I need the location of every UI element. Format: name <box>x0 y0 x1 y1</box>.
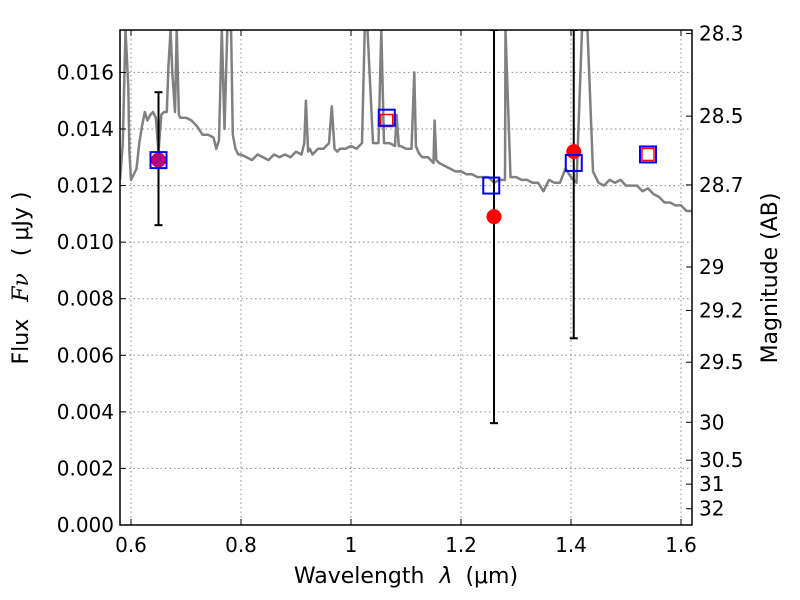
observed-flux-marker <box>566 144 582 160</box>
model-photometry-marker <box>482 176 501 195</box>
magnitude-tick-label: 28.3 <box>699 21 744 45</box>
x-tick-label: 0.8 <box>225 533 257 557</box>
x-axis-ticks: 0.6 0.8 1 1.2 1.4 1.6 <box>115 30 697 557</box>
magnitude-tick-label: 28.7 <box>699 173 744 197</box>
y-axis-title-text: Flux <box>9 319 34 365</box>
observed-flux-marker <box>486 209 502 225</box>
model-photometry-marker <box>149 151 168 170</box>
x-axis-title-unit: (μm) <box>465 564 518 589</box>
y-tick-label: 0.016 <box>57 60 114 84</box>
x-axis-title-symbol: λ <box>438 564 452 589</box>
plot-frame <box>119 29 693 526</box>
x-axis-title: Wavelength λ (μm) <box>294 564 518 589</box>
magnitude-tick-label: 29 <box>699 255 724 279</box>
overlap-marker <box>151 153 166 168</box>
y-axis-ticks: 0.000 0.002 0.004 0.006 0.008 0.010 0.012 0.014… <box>57 60 126 537</box>
x-tick-label: 1.4 <box>555 533 587 557</box>
y-tick-label: 0.012 <box>57 174 114 198</box>
model-photometry-marker <box>639 145 657 164</box>
model-spectrum-path <box>120 30 692 213</box>
x-tick-label: 1.2 <box>445 533 477 557</box>
y-axis-title: Flux Fν ( μJy ) <box>9 191 34 364</box>
error-bars <box>154 30 578 425</box>
y-tick-label: 0.008 <box>57 287 114 311</box>
y-axis-title-unit: ( μJy ) <box>9 191 34 256</box>
magnitude-tick-label: 30 <box>699 410 724 434</box>
y-tick-label: 0.002 <box>57 456 114 480</box>
magnitude-tick-label: 29.2 <box>699 298 744 322</box>
magnitude-tick-label: 30.5 <box>699 448 744 472</box>
magnitude-tick-label: 31 <box>699 472 724 496</box>
model-photometry-marker <box>564 153 583 172</box>
non-detection-marker <box>641 147 655 162</box>
y-tick-label: 0.000 <box>57 513 114 537</box>
magnitude-axis-title: Magnitude (AB) <box>758 193 783 364</box>
y-tick-label: 0.004 <box>57 400 114 424</box>
x-axis-title-text: Wavelength <box>294 564 425 589</box>
magnitude-tick-label: 28.5 <box>699 104 744 128</box>
y-tick-label: 0.014 <box>57 117 114 141</box>
magnitude-tick-label: 32 <box>699 497 724 521</box>
y-tick-label: 0.010 <box>57 230 114 254</box>
grid-lines <box>120 30 692 525</box>
data-markers <box>149 108 657 225</box>
model-spectrum-line <box>120 30 692 213</box>
x-tick-label: 1.6 <box>665 533 697 557</box>
y-axis-title-symbol: Fν <box>9 273 34 303</box>
y-tick-label: 0.006 <box>57 343 114 367</box>
x-tick-label: 0.6 <box>115 533 147 557</box>
model-photometry-marker <box>377 108 396 127</box>
x-tick-label: 1 <box>345 533 358 557</box>
magnitude-tick-label: 29.5 <box>699 350 744 374</box>
